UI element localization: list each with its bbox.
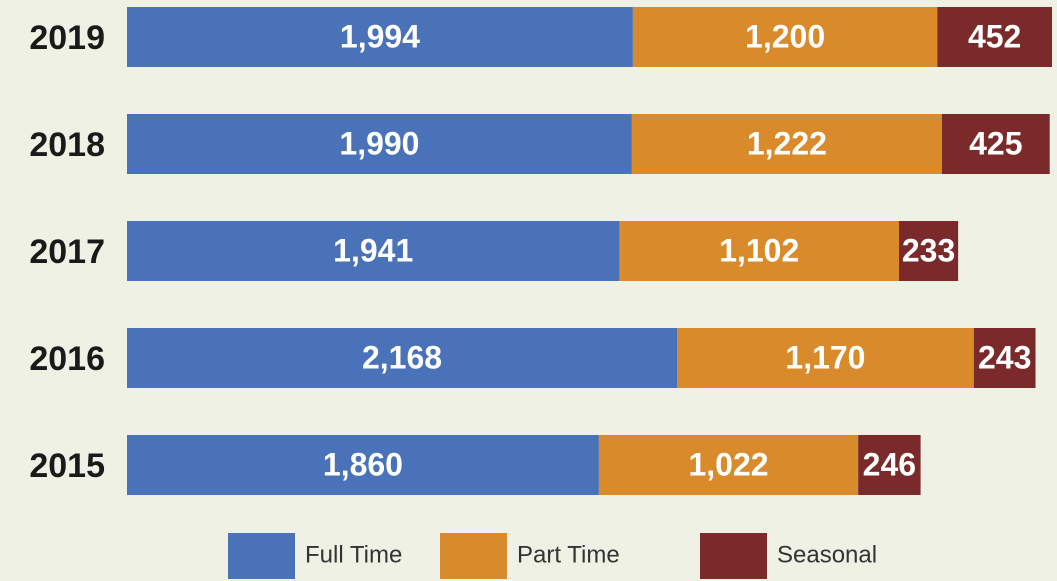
legend-swatch	[228, 533, 295, 579]
value-label: 1,022	[688, 446, 768, 482]
bar-segment	[127, 114, 632, 174]
value-label: 1,994	[340, 18, 420, 54]
bar-segment	[127, 435, 599, 495]
value-label: 233	[902, 232, 955, 268]
bar-segment	[937, 7, 1052, 67]
legend-label: Seasonal	[777, 541, 877, 568]
bar-segment	[941, 114, 1050, 174]
value-label: 2,168	[362, 339, 442, 375]
value-label: 246	[863, 446, 916, 482]
value-label: 1,941	[333, 232, 413, 268]
bar-segment	[631, 114, 942, 174]
bar-segment	[973, 328, 1036, 388]
category-label: 2019	[29, 19, 105, 57]
legend-label: Full Time	[305, 541, 402, 568]
bar-segment	[127, 7, 633, 67]
bar-segment	[632, 7, 938, 67]
value-label: 1,200	[745, 18, 825, 54]
value-label: 425	[969, 125, 1022, 161]
value-label: 452	[968, 18, 1021, 54]
bar-segment	[677, 328, 974, 388]
category-label: 2016	[29, 340, 105, 378]
value-label: 243	[978, 339, 1031, 375]
legend-swatch	[700, 533, 767, 579]
bar-segment	[127, 328, 678, 388]
value-label: 1,170	[785, 339, 865, 375]
value-label: 1,990	[339, 125, 419, 161]
legend-label: Part Time	[517, 541, 620, 568]
bar-segment	[619, 221, 900, 281]
category-label: 2018	[29, 126, 105, 164]
legend-swatch	[440, 533, 507, 579]
value-label: 1,860	[323, 446, 403, 482]
bar-segment	[127, 221, 620, 281]
category-label: 2015	[29, 447, 105, 485]
value-label: 1,102	[719, 232, 799, 268]
bar-segment	[899, 221, 959, 281]
value-label: 1,222	[747, 125, 827, 161]
bar-segment	[598, 435, 859, 495]
bar-segment	[858, 435, 921, 495]
category-label: 2017	[29, 233, 105, 271]
